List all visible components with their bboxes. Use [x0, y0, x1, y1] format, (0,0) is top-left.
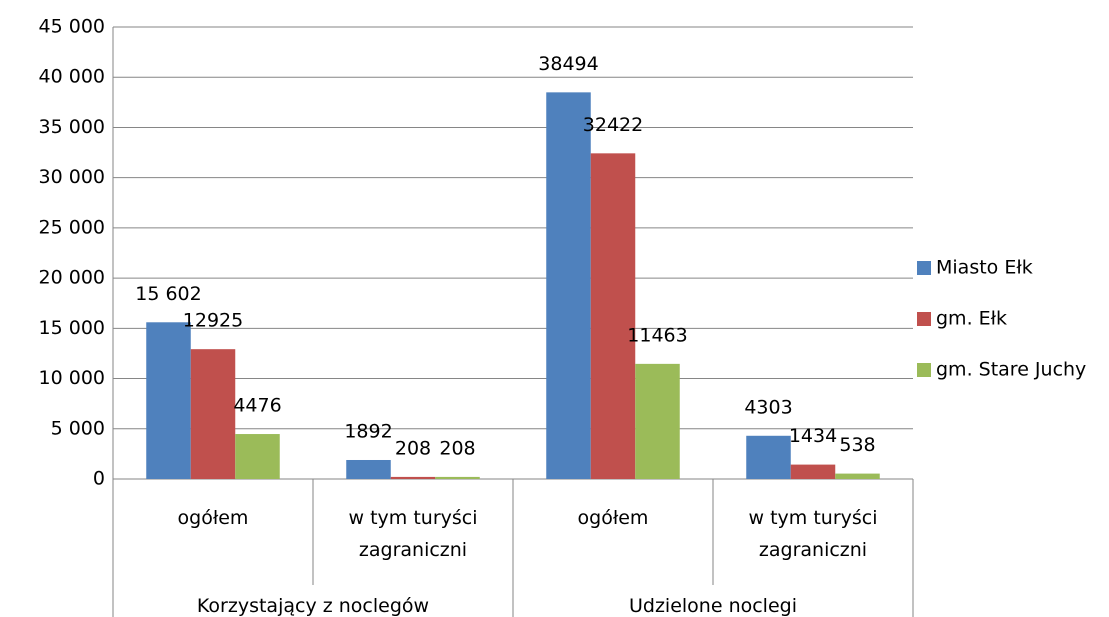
- bar: [546, 92, 591, 480]
- legend-label: gm. Stare Juchy: [936, 359, 1086, 381]
- data-label: 208: [439, 437, 475, 459]
- legend-swatch: [917, 363, 931, 377]
- y-tick-label: 40 000: [39, 66, 105, 88]
- data-label: 11463: [627, 324, 687, 346]
- bar: [146, 322, 191, 479]
- bar: [835, 473, 880, 479]
- y-tick-label: 30 000: [39, 166, 105, 188]
- bar: [435, 476, 480, 479]
- data-label: 1434: [789, 425, 837, 447]
- y-tick-label: 15 000: [39, 317, 105, 339]
- group-label: Udzielone noclegi: [628, 595, 797, 617]
- data-label: 15 602: [135, 283, 201, 305]
- data-label: 32422: [583, 114, 643, 136]
- bar: [746, 435, 791, 479]
- y-tick-label: 0: [93, 468, 105, 490]
- data-label: 538: [839, 434, 875, 456]
- y-tick-label: 35 000: [39, 116, 105, 138]
- group-label: Korzystający z noclegów: [196, 595, 430, 617]
- y-tick-label: 10 000: [39, 367, 105, 389]
- bar: [235, 434, 280, 479]
- data-label: 4303: [744, 396, 792, 418]
- bar: [346, 459, 391, 479]
- y-tick-label: 5 000: [51, 417, 105, 439]
- bar: [590, 153, 636, 479]
- x-tick-label: ogółem: [577, 507, 649, 529]
- legend-label: Miasto Ełk: [936, 257, 1033, 279]
- y-tick-label: 45 000: [39, 16, 105, 38]
- x-tick-label: w tym turyści zagraniczni: [748, 507, 878, 561]
- bar: [635, 363, 680, 479]
- data-label: 1892: [344, 420, 392, 442]
- x-tick-label: ogółem: [177, 507, 249, 529]
- bar: [390, 476, 436, 479]
- x-tick-label: w tym turyści zagraniczni: [348, 507, 478, 561]
- legend-swatch: [917, 312, 931, 326]
- data-label: 4476: [233, 395, 281, 417]
- bar: [790, 464, 836, 479]
- bar: [190, 349, 236, 479]
- legend-label: gm. Ełk: [936, 308, 1007, 330]
- y-tick-label: 25 000: [39, 216, 105, 238]
- y-tick-label: 20 000: [39, 267, 105, 289]
- data-label: 12925: [183, 310, 243, 332]
- legend-swatch: [917, 261, 931, 275]
- data-label: 38494: [538, 53, 598, 75]
- data-label: 208: [395, 437, 431, 459]
